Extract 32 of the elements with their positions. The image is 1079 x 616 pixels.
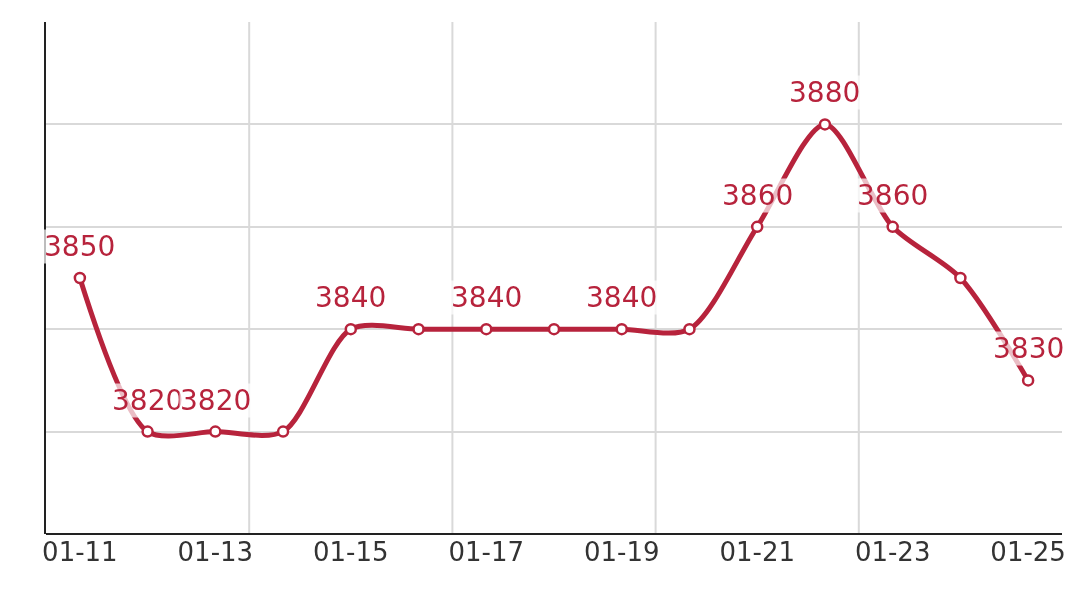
point xyxy=(276,425,290,438)
data-label: 3860 xyxy=(722,179,794,212)
x-tick-label: 01-15 xyxy=(313,537,389,567)
data-label: 3820 xyxy=(180,384,252,417)
data-label: 3850 xyxy=(44,230,116,263)
x-tick-label: 01-19 xyxy=(583,537,660,567)
point xyxy=(683,322,696,336)
point xyxy=(73,271,87,285)
data-label: 3840 xyxy=(451,281,523,314)
x-tick-label: 01-23 xyxy=(854,537,931,567)
point xyxy=(547,322,561,336)
point xyxy=(886,220,899,234)
data-label: 3840 xyxy=(586,281,658,314)
point xyxy=(750,220,764,234)
x-tick-label: 01-21 xyxy=(719,537,795,567)
point xyxy=(818,118,832,131)
point xyxy=(141,425,154,438)
point xyxy=(1021,374,1035,387)
point xyxy=(209,425,222,438)
data-label: 3860 xyxy=(857,179,929,212)
data-label: 3830 xyxy=(993,332,1065,365)
data-label: 3840 xyxy=(315,281,387,314)
point xyxy=(412,322,425,336)
x-tick-label: 01-25 xyxy=(990,537,1066,567)
point xyxy=(480,322,493,336)
data-label: 3880 xyxy=(789,76,861,109)
point xyxy=(954,271,967,285)
x-tick-label: 01-17 xyxy=(448,537,525,567)
point xyxy=(615,322,628,336)
point xyxy=(344,322,358,336)
x-tick-label: 01-13 xyxy=(177,537,254,567)
x-tick-label: 01-11 xyxy=(42,537,118,567)
